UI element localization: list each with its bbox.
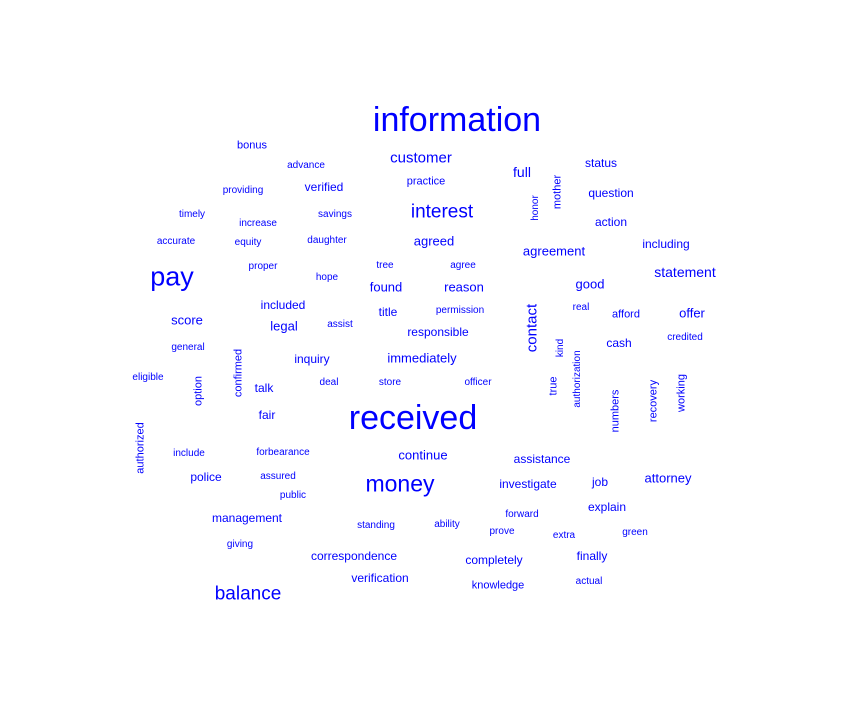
word-fair: fair [258, 408, 276, 422]
word-cloud-plot-area: information received pay money interest balan… [132, 101, 716, 601]
word-credited: credited [667, 332, 703, 343]
word-assured: assured [260, 471, 296, 482]
word-explain: explain [587, 500, 627, 514]
word-full: full [513, 164, 531, 180]
word-responsible: responsible [407, 325, 469, 339]
word-providing: providing [222, 185, 264, 196]
word-true: true [547, 376, 560, 396]
word-good: good [575, 276, 605, 292]
word-found: found [369, 279, 403, 295]
word-proper: proper [248, 261, 278, 272]
word-forbearance: forbearance [256, 447, 310, 458]
word-forward: forward [505, 509, 539, 520]
word-daughter: daughter [307, 235, 347, 246]
word-giving: giving [226, 539, 254, 550]
word-talk: talk [254, 381, 274, 395]
word-statement: statement [654, 264, 716, 280]
word-extra: extra [552, 530, 576, 541]
word-investigate: investigate [499, 477, 557, 491]
word-authorization: authorization [572, 350, 583, 408]
word-continue: continue [398, 447, 448, 463]
word-included: included [260, 298, 306, 312]
word-ability: ability [434, 519, 460, 530]
word-timely: timely [178, 209, 206, 220]
word-tree: tree [376, 260, 394, 271]
word-mother: mother [551, 174, 564, 210]
word-correspondence: correspondence [310, 549, 398, 563]
word-action: action [594, 215, 628, 229]
word-contact: contact [523, 303, 541, 353]
word-verified: verified [304, 180, 344, 194]
word-eligible: eligible [132, 372, 164, 383]
word-police: police [190, 470, 222, 484]
word-agreement: agreement [522, 243, 586, 259]
word-option: option [192, 376, 205, 406]
word-received: received [348, 399, 478, 437]
word-include: include [173, 448, 205, 459]
word-standing: standing [357, 520, 395, 531]
word-completely: completely [465, 553, 523, 567]
word-deal: deal [319, 377, 339, 388]
word-reason: reason [444, 279, 484, 295]
word-real: real [572, 302, 590, 313]
word-verification: verification [351, 571, 409, 585]
word-practice: practice [406, 175, 446, 188]
word-actual: actual [575, 576, 603, 587]
word-agreed: agreed [413, 233, 455, 249]
word-balance: balance [214, 583, 282, 601]
word-savings: savings [318, 209, 352, 220]
word-bonus: bonus [237, 139, 267, 152]
word-general: general [171, 342, 205, 353]
word-inquiry: inquiry [294, 352, 330, 366]
word-immediately: immediately [387, 350, 457, 366]
word-afford: afford [612, 308, 640, 321]
word-management: management [211, 511, 283, 525]
word-job: job [591, 475, 609, 489]
word-recovery: recovery [647, 379, 660, 423]
word-title: title [378, 305, 398, 319]
word-advance: advance [287, 160, 325, 171]
word-finally: finally [576, 549, 608, 563]
word-prove: prove [489, 526, 515, 537]
word-attorney: attorney [644, 470, 692, 486]
word-question: question [588, 186, 634, 200]
word-assistance: assistance [513, 452, 571, 466]
word-customer: customer [390, 149, 452, 167]
word-green: green [622, 527, 648, 538]
word-authorized: authorized [134, 422, 147, 474]
word-increase: increase [239, 218, 277, 229]
word-pay: pay [150, 261, 194, 292]
word-interest: interest [410, 201, 474, 223]
word-permission: permission [435, 305, 485, 316]
word-kind: kind [555, 338, 566, 358]
word-information: information [372, 101, 542, 139]
word-money: money [365, 470, 435, 497]
word-numbers: numbers [609, 389, 622, 433]
word-officer: officer [464, 377, 492, 388]
word-legal: legal [270, 318, 298, 334]
word-equity: equity [234, 237, 262, 248]
word-knowledge: knowledge [471, 579, 525, 592]
word-confirmed: confirmed [232, 348, 245, 398]
word-status: status [584, 156, 618, 170]
word-hope: hope [315, 272, 339, 283]
word-honor: honor [530, 195, 541, 221]
word-accurate: accurate [156, 236, 196, 247]
word-assist: assist [327, 319, 353, 330]
word-public: public [279, 490, 307, 501]
word-store: store [378, 377, 402, 388]
word-cash: cash [606, 336, 632, 350]
word-including: including [642, 237, 690, 251]
word-score: score [171, 312, 203, 328]
word-working: working [675, 374, 688, 412]
word-agree: agree [450, 260, 476, 271]
word-offer: offer [679, 305, 705, 321]
